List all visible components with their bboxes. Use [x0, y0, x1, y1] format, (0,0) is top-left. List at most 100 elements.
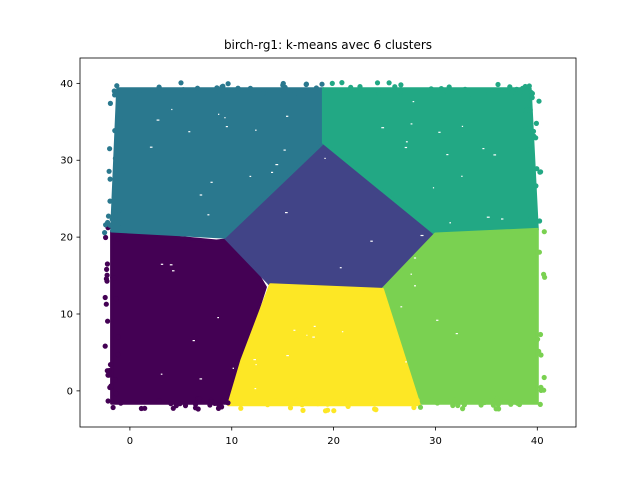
cluster-0-point [225, 400, 231, 406]
point-gap [400, 306, 403, 308]
cluster-3-point [536, 98, 542, 104]
point-gap [341, 331, 344, 333]
cluster-0-point [196, 396, 203, 402]
edge-points [102, 80, 548, 414]
point-gap [156, 119, 160, 121]
cluster-2-point [115, 221, 121, 227]
cluster-2-point [113, 188, 119, 194]
cluster-0-point [103, 234, 109, 241]
cluster-2-point [102, 230, 108, 236]
cluster-4-point [450, 402, 456, 409]
cluster-0-point [212, 400, 218, 406]
point-gap [438, 131, 441, 133]
cluster-5-point [372, 406, 378, 412]
point-gap [501, 218, 504, 220]
point-gap [493, 154, 497, 156]
cluster-3-point [524, 107, 530, 113]
cluster-2-point [105, 213, 112, 219]
cluster-4-point [538, 384, 544, 390]
cluster-0-point [182, 403, 189, 409]
cluster-3-point [444, 88, 450, 94]
cluster-3-point [374, 80, 381, 86]
point-gap [249, 175, 252, 177]
point-gap [255, 129, 257, 131]
cluster-3-point [462, 86, 468, 92]
point-gap [224, 117, 226, 119]
cluster-0-point [177, 401, 183, 407]
y-tick-label: 20 [60, 233, 73, 244]
point-gap [210, 181, 213, 183]
cluster-3-point [520, 85, 526, 91]
cluster-0-point [106, 372, 112, 378]
cluster-0-point [115, 351, 121, 358]
cluster-3-point [529, 95, 535, 101]
point-gap [461, 175, 463, 177]
cluster-3-point [339, 80, 345, 86]
cluster-4-point [417, 404, 424, 410]
cluster-5-point [411, 404, 417, 411]
cluster-3-point [526, 83, 532, 89]
cluster-4-point [537, 401, 543, 407]
cluster-0-point [118, 400, 124, 406]
x-tick-label: 20 [327, 436, 340, 447]
point-gap [192, 340, 195, 342]
cluster-3-point [398, 82, 404, 88]
cluster-2-point [117, 140, 123, 147]
cluster-3-point [446, 84, 452, 90]
point-gap [171, 108, 173, 111]
point-gap [255, 364, 257, 366]
point-gap [283, 149, 286, 151]
cluster-4-point [488, 398, 494, 404]
cluster-3-point [533, 120, 540, 126]
cluster-3-point [509, 89, 515, 96]
cluster-2-point [103, 222, 109, 228]
cluster-4-point [532, 271, 538, 277]
y-tick-label: 40 [60, 79, 73, 90]
x-tick-label: 10 [225, 436, 238, 447]
cluster-0-point [170, 405, 176, 411]
cluster-4-point [495, 402, 501, 408]
cluster-0-point [104, 261, 110, 267]
point-gap [324, 157, 326, 159]
cluster-4-point [434, 400, 440, 406]
cluster-0-point [192, 405, 199, 411]
cluster-5-point [300, 407, 306, 413]
cluster-5-region [227, 283, 421, 407]
cluster-4-point [445, 398, 451, 404]
y-tick-label: 30 [60, 156, 73, 167]
point-gap [225, 126, 228, 128]
cluster-0-point [103, 276, 109, 282]
cluster-2-point [319, 81, 325, 87]
point-gap [217, 317, 219, 319]
cluster-5-point [330, 398, 336, 404]
point-gap [199, 378, 203, 380]
cluster-2-point [194, 85, 201, 91]
cluster-4-point [529, 398, 535, 404]
point-gap [207, 214, 210, 216]
cluster-5-point [299, 402, 305, 408]
cluster-2-point [114, 83, 120, 89]
cluster-5-point [322, 408, 329, 414]
point-gap [293, 329, 296, 331]
cluster-2-point [113, 213, 119, 219]
cluster-2-point [107, 100, 113, 106]
point-gap [188, 131, 191, 133]
cluster-3-point [386, 80, 392, 86]
cluster-4-point [527, 236, 533, 242]
cluster-0-point [102, 294, 108, 301]
cluster-4-point [494, 395, 500, 402]
point-gap [149, 146, 153, 148]
x-tick-label: 30 [429, 436, 442, 447]
cluster-2-point [112, 92, 118, 98]
cluster-3-point [514, 86, 520, 92]
point-gap [370, 240, 373, 242]
cluster-4-point [460, 406, 466, 412]
cluster-3-point [538, 169, 544, 175]
cluster-0-point [113, 390, 119, 397]
cluster-0-point [156, 398, 162, 404]
cluster-4-point [529, 343, 535, 350]
point-gap [446, 154, 449, 156]
cluster-3-point [526, 100, 532, 107]
cluster-2-point [117, 115, 124, 121]
